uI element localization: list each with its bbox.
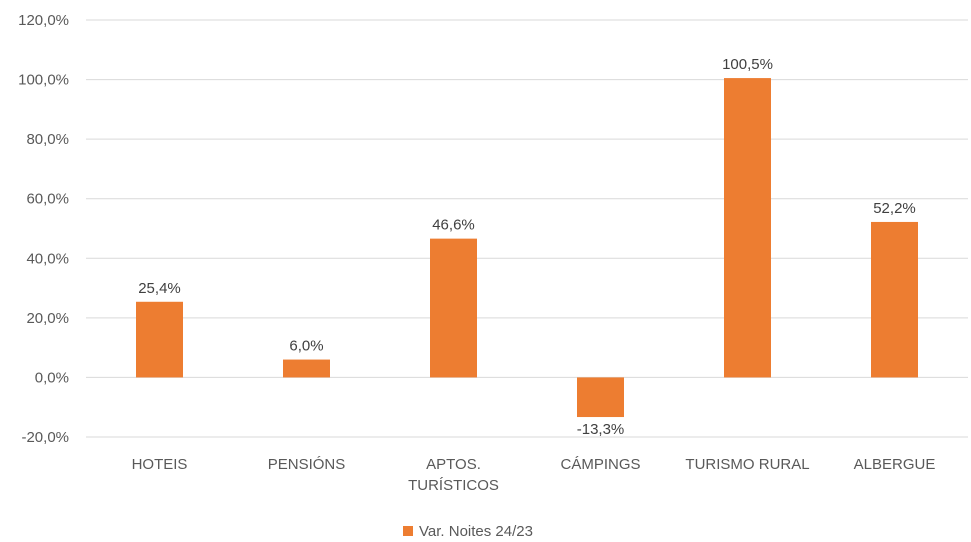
data-label: 6,0% xyxy=(289,338,323,355)
y-tick-label: 120,0% xyxy=(18,12,69,29)
y-tick-label: 20,0% xyxy=(26,310,69,327)
bar xyxy=(430,238,477,378)
y-tick-label: 100,0% xyxy=(18,72,69,89)
x-axis-category-labels: HOTEIS PENSIÓNS APTOS. TURÍSTICOS CÁMPINGS TU… xyxy=(132,456,936,494)
data-labels: 25,4% 6,0% 46,6% -13,3% 100,5% 52,2% xyxy=(138,56,916,438)
y-tick-label: 80,0% xyxy=(26,131,69,148)
y-tick-label: -20,0% xyxy=(21,429,69,446)
bar xyxy=(871,221,918,378)
legend-label: Var. Noites 24/23 xyxy=(419,523,533,540)
y-axis-tick-labels: 120,0% 100,0% 80,0% 60,0% 40,0% 20,0% 0,0% -20,… xyxy=(18,12,69,446)
bar xyxy=(724,78,771,378)
legend: Var. Noites 24/23 xyxy=(403,523,533,540)
category-label: APTOS. TURÍSTICOS xyxy=(408,456,499,494)
bar xyxy=(136,301,183,378)
bars xyxy=(136,78,918,418)
y-tick-label: 40,0% xyxy=(26,250,69,267)
category-label: HOTEIS xyxy=(132,456,188,473)
category-label: ALBERGUE xyxy=(854,456,936,473)
category-label: PENSIÓNS xyxy=(268,456,346,473)
legend-swatch xyxy=(403,526,413,536)
data-label: 52,2% xyxy=(873,200,916,217)
bar xyxy=(577,377,624,418)
data-label: 46,6% xyxy=(432,217,475,234)
gridlines xyxy=(86,19,968,438)
y-tick-label: 60,0% xyxy=(26,191,69,208)
data-label: -13,3% xyxy=(577,421,625,438)
data-label: 100,5% xyxy=(722,56,773,73)
bar xyxy=(283,359,330,378)
data-label: 25,4% xyxy=(138,280,181,297)
category-label: CÁMPINGS xyxy=(560,456,640,473)
y-tick-label: 0,0% xyxy=(35,369,69,386)
category-label: TURISMO RURAL xyxy=(685,456,809,473)
